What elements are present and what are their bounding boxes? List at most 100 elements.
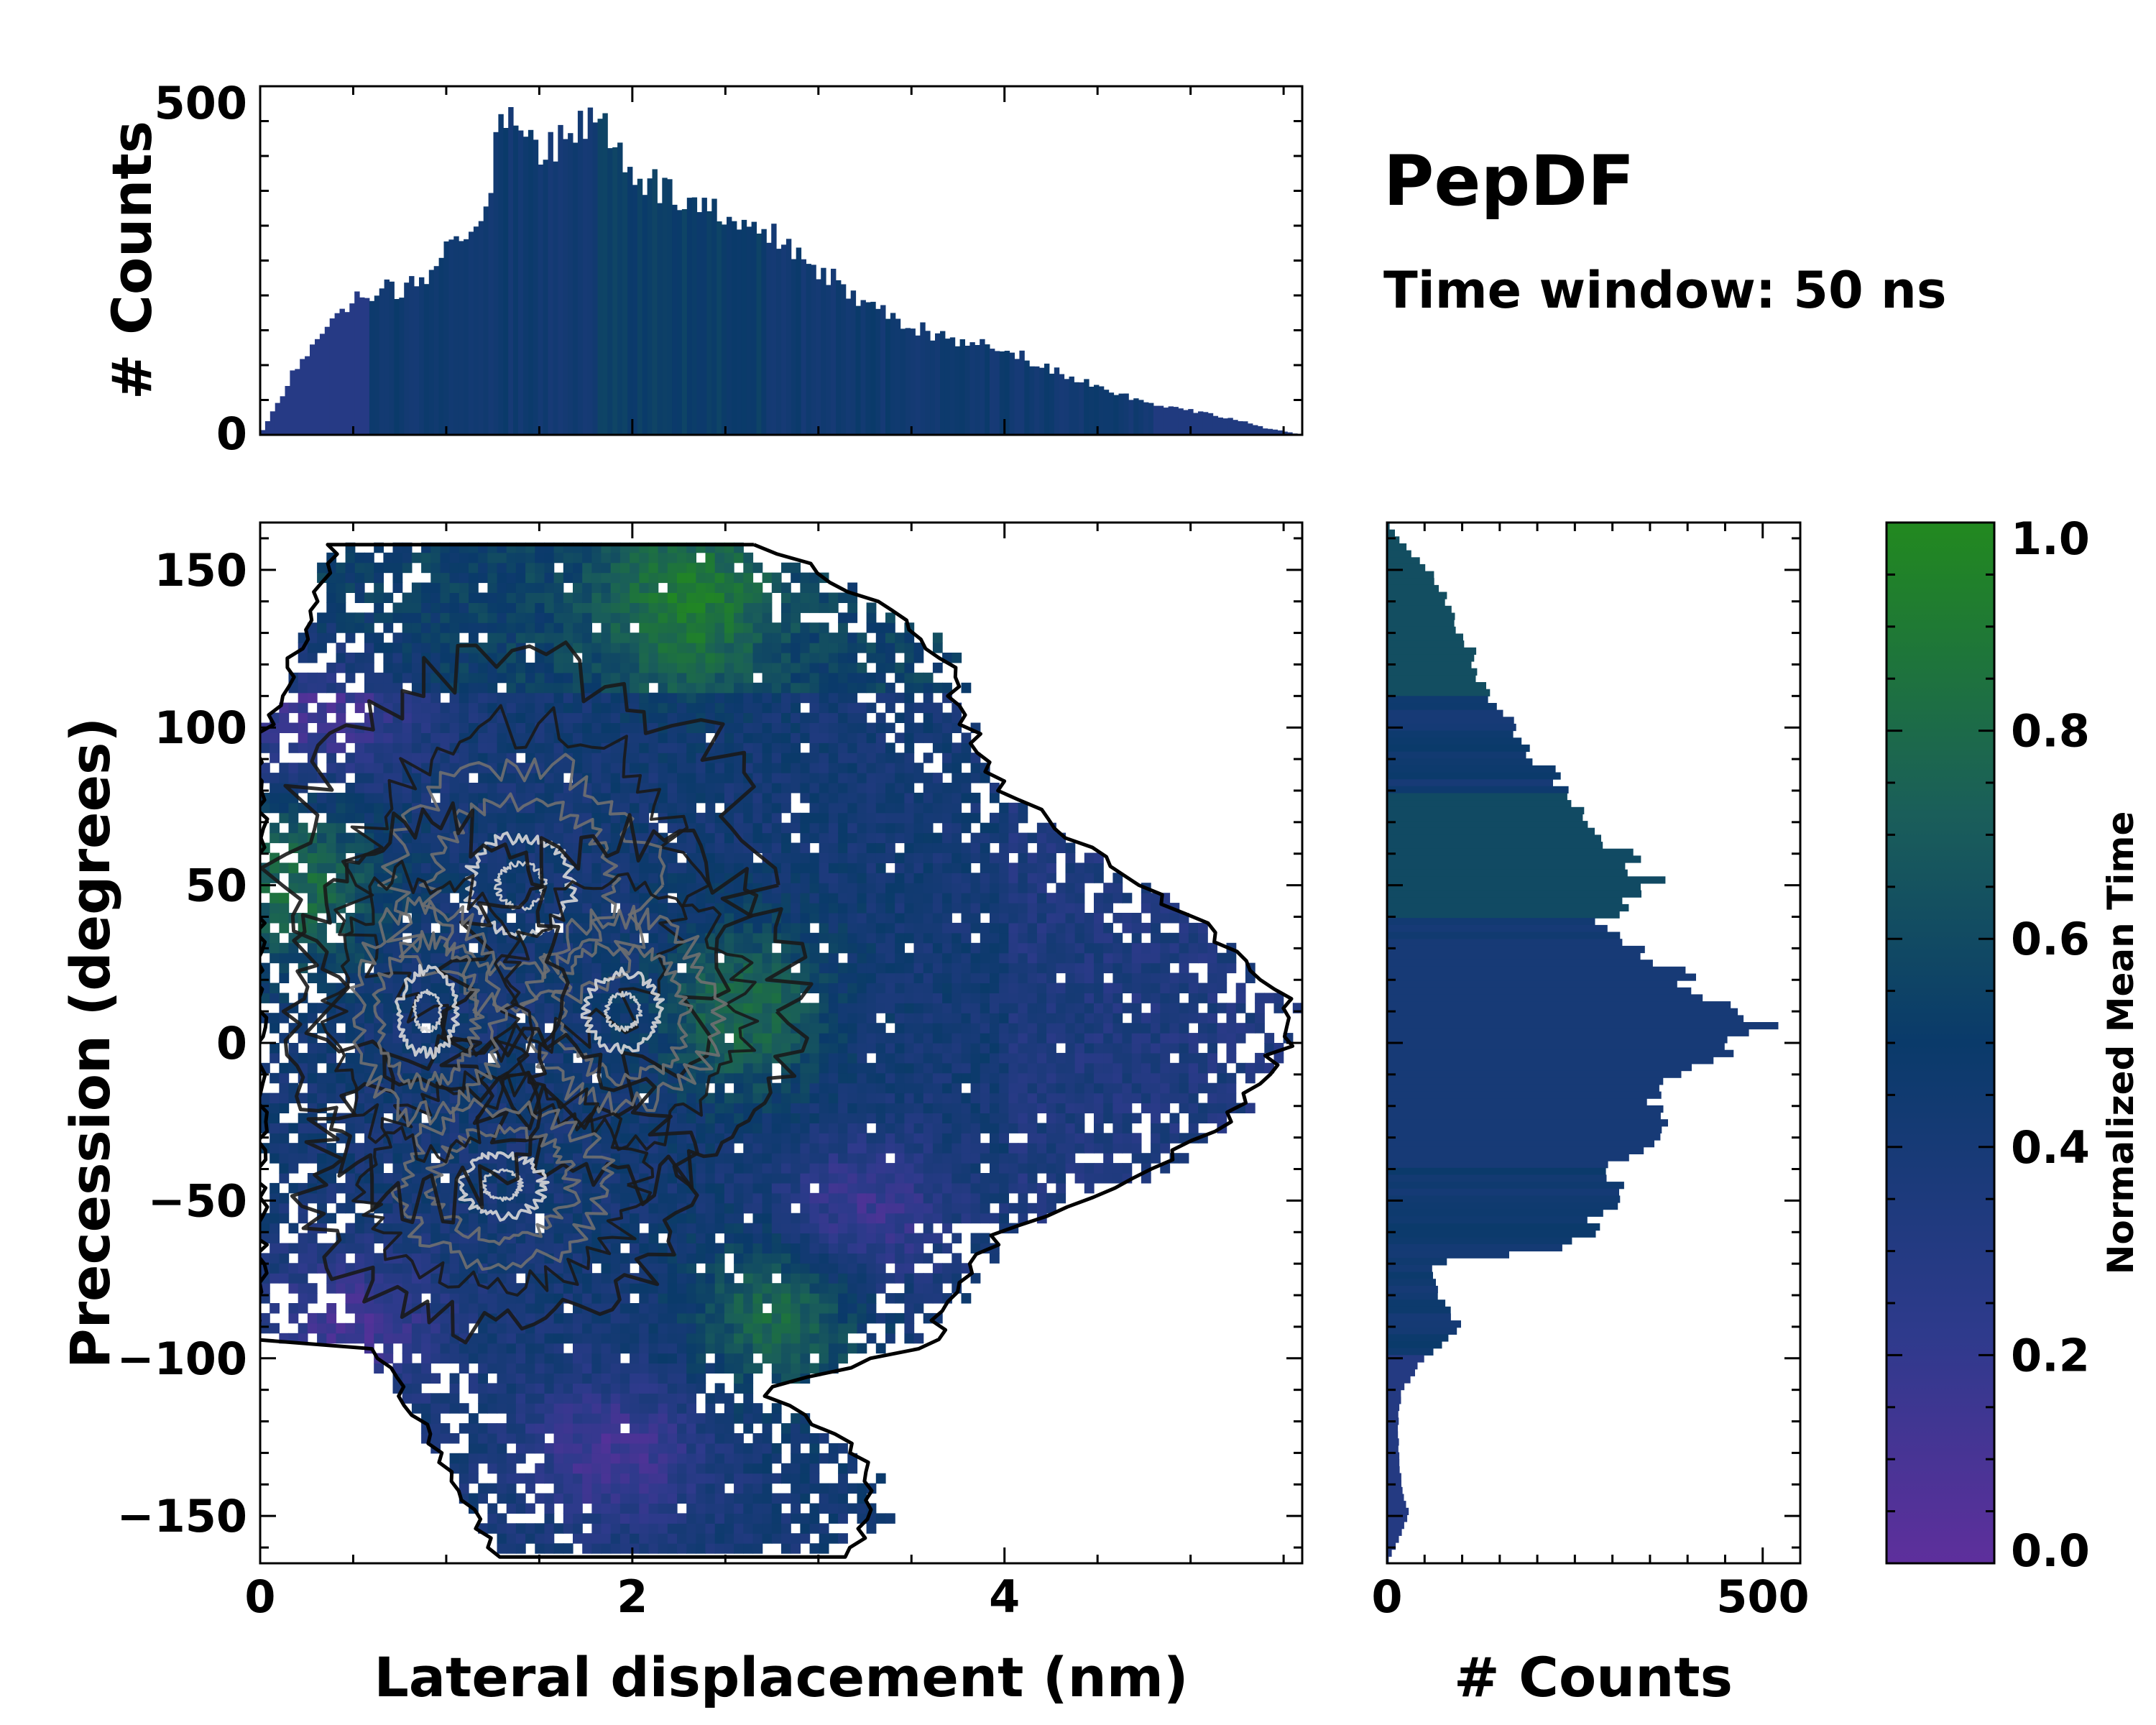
- heatmap-cell: [307, 732, 318, 743]
- heatmap-cell: [402, 732, 413, 743]
- heatmap-cell: [781, 873, 791, 883]
- heatmap-cell: [392, 742, 403, 753]
- heatmap-cell: [469, 672, 479, 684]
- heatmap-cell: [345, 1303, 356, 1314]
- heatmap-cell: [478, 622, 488, 633]
- heatmap-cell: [383, 1092, 394, 1104]
- heatmap-cell: [696, 1503, 706, 1514]
- heatmap-cell: [411, 862, 422, 873]
- heatmap-cell: [440, 732, 451, 743]
- heatmap-cell: [591, 862, 602, 873]
- heatmap-cell: [601, 1523, 612, 1534]
- heatmap-cell: [354, 1333, 365, 1344]
- heatmap-cell: [610, 1312, 621, 1324]
- heatmap-cell: [326, 893, 337, 903]
- heatmap-cell: [630, 732, 640, 743]
- heatmap-cell: [440, 1253, 451, 1264]
- heatmap-cell: [743, 643, 754, 653]
- heatmap-cell: [469, 572, 479, 584]
- heatmap-cell: [544, 1513, 555, 1524]
- heatmap-cell: [582, 662, 592, 673]
- heatmap-cell: [430, 1353, 441, 1364]
- heatmap-cell: [762, 1503, 773, 1514]
- heatmap-cell: [307, 922, 318, 934]
- heatmap-cell: [591, 643, 602, 653]
- heatmap-cell: [648, 1043, 659, 1054]
- heatmap-cell: [686, 1113, 696, 1123]
- heatmap-cell: [506, 1523, 517, 1534]
- heatmap-cell: [544, 1423, 555, 1434]
- heatmap-cell: [307, 692, 318, 704]
- heatmap-cell: [752, 862, 763, 873]
- heatmap-cell: [402, 1263, 413, 1274]
- heatmap-cell: [705, 582, 716, 593]
- heatmap-cell: [345, 1322, 356, 1334]
- heatmap-cell: [430, 1423, 441, 1434]
- heatmap-cell: [563, 1192, 573, 1204]
- heatmap-cell: [535, 1523, 545, 1534]
- heatmap-cell: [535, 1413, 545, 1424]
- heatmap-cell: [714, 1423, 725, 1434]
- heatmap-cell: [724, 1322, 734, 1334]
- heatmap-cell: [573, 582, 583, 593]
- heatmap-cell: [553, 1473, 564, 1484]
- heatmap-cell: [374, 612, 384, 623]
- heatmap-cell: [515, 1363, 526, 1374]
- heatmap-cell: [619, 1443, 630, 1454]
- heatmap-cell: [497, 602, 507, 613]
- heatmap-cell: [478, 1343, 488, 1354]
- heatmap-cell: [459, 1463, 469, 1474]
- heatmap-cell: [544, 562, 555, 574]
- heatmap-cell: [345, 1052, 356, 1064]
- heatmap-cell: [497, 1483, 507, 1494]
- heatmap-cell: [553, 1413, 564, 1424]
- heatmap-cell: [771, 1473, 782, 1484]
- heatmap-cell: [677, 1233, 687, 1243]
- heatmap-cell: [497, 1473, 507, 1484]
- heatmap-cell: [658, 1353, 668, 1364]
- heatmap-cell: [449, 592, 460, 603]
- top-histogram-bar: [1243, 421, 1248, 435]
- heatmap-cell: [553, 1453, 564, 1464]
- heatmap-cell: [402, 1062, 413, 1074]
- heatmap-cell: [705, 592, 716, 603]
- heatmap-cell: [630, 1373, 640, 1384]
- heatmap-cell: [345, 612, 356, 623]
- heatmap-cell: [544, 602, 555, 613]
- heatmap-cell: [573, 932, 583, 944]
- heatmap-cell: [752, 1343, 763, 1354]
- heatmap-cell: [336, 572, 346, 584]
- heatmap-cell: [553, 1343, 564, 1354]
- heatmap-cell: [714, 1202, 725, 1214]
- heatmap-cell: [430, 1343, 441, 1354]
- heatmap-cell: [743, 932, 754, 944]
- heatmap-cell: [752, 1052, 763, 1064]
- heatmap-cell: [525, 562, 535, 574]
- heatmap-cell: [714, 653, 725, 663]
- heatmap-cell: [553, 1463, 564, 1474]
- heatmap-cell: [497, 1443, 507, 1454]
- heatmap-cell: [525, 1423, 535, 1434]
- heatmap-cell: [307, 1082, 318, 1094]
- heatmap-cell: [573, 1533, 583, 1544]
- heatmap-cell: [288, 1223, 299, 1234]
- heatmap-cell: [411, 712, 422, 723]
- heatmap-cell: [610, 1243, 621, 1254]
- heatmap-cell: [544, 1243, 555, 1254]
- heatmap-cell: [270, 783, 280, 794]
- heatmap-cell: [601, 732, 612, 743]
- heatmap-cell: [364, 802, 374, 814]
- heatmap-cell: [705, 1523, 716, 1534]
- heatmap-cell: [648, 1343, 659, 1354]
- heatmap-cell: [535, 1473, 545, 1484]
- heatmap-cell: [619, 632, 630, 643]
- heatmap-cell: [374, 1253, 384, 1264]
- heatmap-cell: [724, 1163, 734, 1174]
- heatmap-cell: [771, 952, 782, 964]
- heatmap-cell: [582, 1373, 592, 1384]
- top-histogram-bar: [1148, 402, 1154, 435]
- heatmap-cell: [459, 1473, 469, 1484]
- heatmap-cell: [686, 702, 696, 714]
- heatmap-cell: [601, 1483, 612, 1494]
- heatmap-cell: [544, 972, 555, 983]
